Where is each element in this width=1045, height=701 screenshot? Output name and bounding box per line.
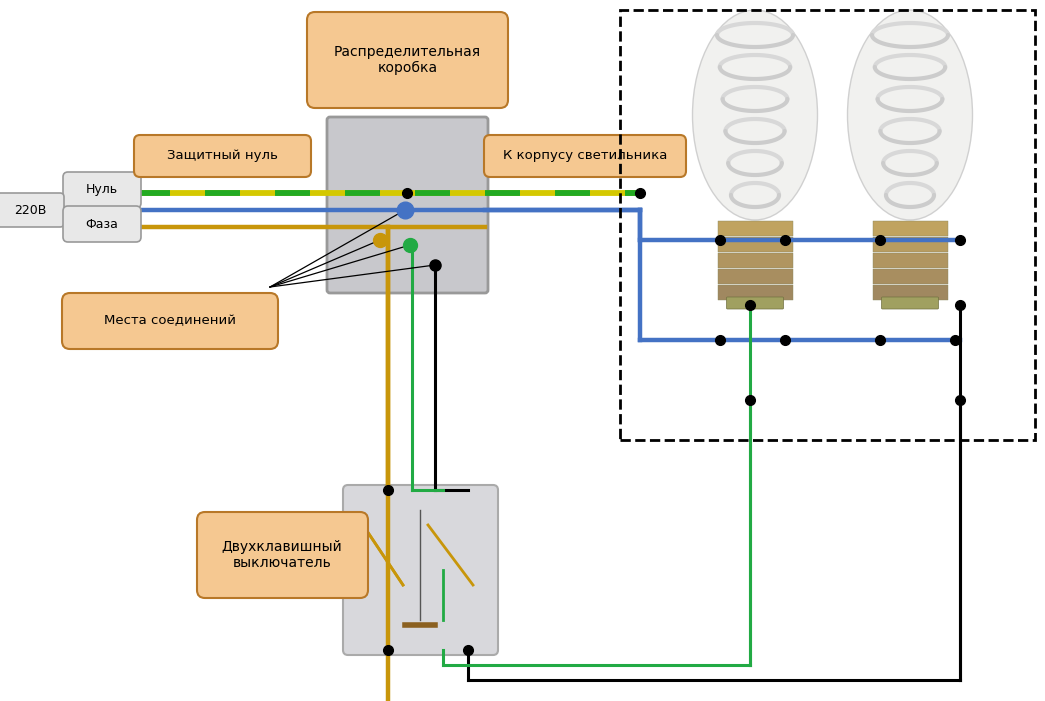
FancyBboxPatch shape	[873, 269, 948, 284]
FancyBboxPatch shape	[718, 221, 792, 236]
Text: К корпусу светильника: К корпусу светильника	[503, 149, 667, 163]
FancyBboxPatch shape	[134, 135, 311, 177]
Ellipse shape	[693, 10, 817, 220]
FancyBboxPatch shape	[198, 512, 368, 598]
Bar	[620, 10, 1035, 440]
Text: 220В: 220В	[14, 203, 46, 217]
FancyBboxPatch shape	[327, 117, 488, 293]
FancyBboxPatch shape	[873, 221, 948, 236]
Text: Места соединений: Места соединений	[104, 315, 236, 327]
FancyBboxPatch shape	[343, 485, 498, 655]
FancyBboxPatch shape	[718, 237, 792, 252]
FancyBboxPatch shape	[0, 193, 64, 227]
FancyBboxPatch shape	[882, 297, 938, 309]
FancyBboxPatch shape	[873, 237, 948, 252]
FancyBboxPatch shape	[873, 285, 948, 300]
Text: Двухклавишный
выключатель: Двухклавишный выключатель	[222, 540, 343, 570]
FancyBboxPatch shape	[873, 253, 948, 268]
Ellipse shape	[847, 10, 973, 220]
FancyBboxPatch shape	[718, 253, 792, 268]
FancyBboxPatch shape	[718, 269, 792, 284]
FancyBboxPatch shape	[62, 293, 278, 349]
FancyBboxPatch shape	[63, 206, 141, 242]
Text: Защитный нуль: Защитный нуль	[166, 149, 277, 163]
FancyBboxPatch shape	[484, 135, 686, 177]
FancyBboxPatch shape	[307, 12, 508, 108]
FancyBboxPatch shape	[726, 297, 784, 309]
FancyBboxPatch shape	[718, 285, 792, 300]
Text: Фаза: Фаза	[86, 217, 118, 231]
FancyBboxPatch shape	[63, 172, 141, 208]
Text: Нуль: Нуль	[86, 184, 118, 196]
Text: Распределительная
коробка: Распределительная коробка	[334, 45, 481, 75]
